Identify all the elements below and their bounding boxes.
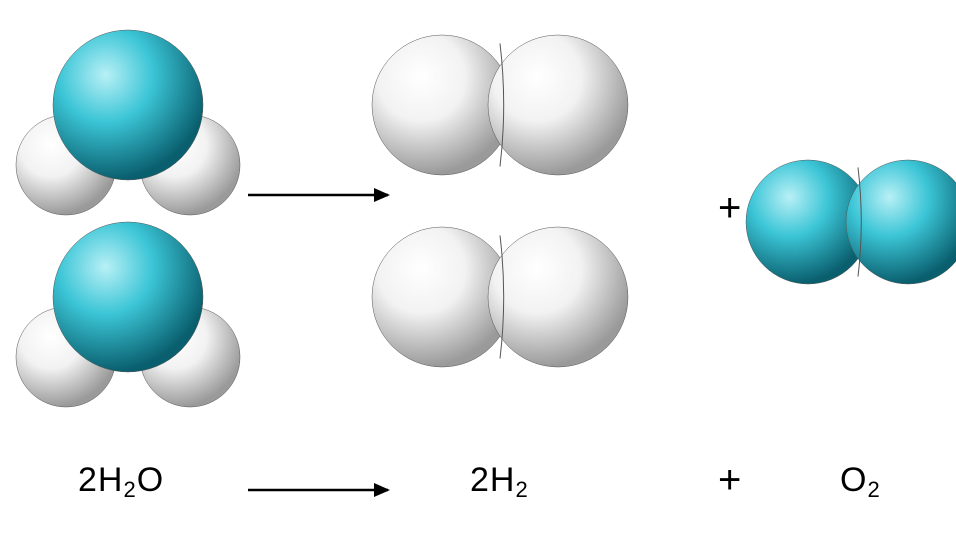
arrow-top (248, 188, 390, 202)
molecule-h2-2 (372, 227, 628, 367)
oxygen-atom (53, 30, 203, 180)
molecule-h2-1 (372, 35, 628, 175)
hydrogen-atom (488, 227, 628, 367)
formula-reactant: 2H2O (78, 461, 164, 503)
molecule-o2-1 (746, 160, 956, 284)
oxygen-atom (846, 160, 956, 284)
molecule-h2o-2 (16, 222, 240, 407)
plus-symbol-bottom: + (718, 458, 741, 503)
reaction-diagram: 2H2O 2H2 O2 + + (0, 0, 956, 536)
formula-product-h2: 2H2 (470, 461, 529, 503)
formula-product-o2: O2 (840, 461, 881, 503)
plus-symbol-top: + (718, 186, 741, 231)
oxygen-atom (53, 222, 203, 372)
arrow-bottom (248, 483, 390, 497)
molecule-canvas (0, 0, 956, 536)
molecule-h2o-1 (16, 30, 240, 215)
hydrogen-atom (488, 35, 628, 175)
